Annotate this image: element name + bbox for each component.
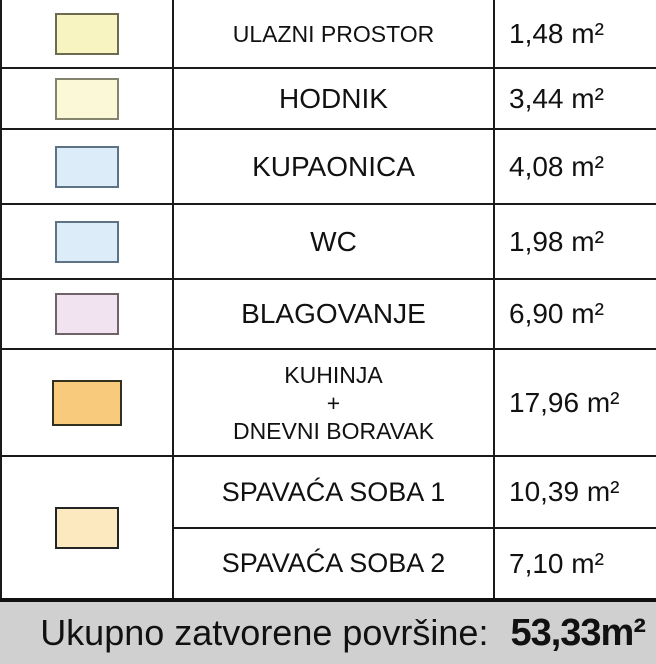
- room-area-cell: 1,48 m²: [493, 0, 656, 67]
- room-area: 7,10 m²: [509, 547, 604, 579]
- room-name-cell: KUPAONICA: [172, 128, 493, 203]
- room-area: 10,39 m²: [509, 476, 620, 507]
- color-swatch-kuhinja-dnevni-boravak: [52, 379, 122, 426]
- room-name: SPAVAĆA SOBA 1: [221, 476, 446, 507]
- color-swatch-ulazni-prostor: [55, 12, 119, 55]
- color-swatch-spavace-sobe: [55, 506, 119, 549]
- room-name: KUPAONICA: [252, 150, 415, 182]
- room-name: KUHINJA + DNEVNI BORAVAK: [232, 361, 435, 444]
- swatch-cell: [2, 278, 172, 348]
- room-name-cell: KUHINJA + DNEVNI BORAVAK: [172, 348, 493, 455]
- room-name-cell: HODNIK: [172, 67, 493, 128]
- room-name: BLAGOVANJE: [241, 298, 426, 329]
- room-area-cell: 6,90 m²: [493, 278, 656, 348]
- color-swatch-blagovanje: [55, 293, 119, 335]
- room-name: WC: [310, 225, 357, 257]
- room-area-table: ULAZNI PROSTOR 1,48 m² HODNIK 3,44 m² KU…: [0, 0, 656, 598]
- total-label: Ukupno zatvorene površine:: [40, 612, 489, 653]
- room-name: HODNIK: [279, 82, 388, 114]
- swatch-cell: [2, 0, 172, 67]
- room-area: 1,98 m²: [509, 225, 604, 257]
- swatch-cell: [2, 348, 172, 455]
- room-area-cell: 7,10 m²: [493, 527, 656, 598]
- room-name-cell: SPAVAĆA SOBA 1: [172, 455, 493, 527]
- room-name: ULAZNI PROSTOR: [232, 20, 435, 47]
- swatch-cell-merged: [2, 455, 172, 598]
- room-area: 3,44 m²: [509, 82, 604, 114]
- room-area: 17,96 m²: [509, 386, 620, 418]
- room-area-cell: 4,08 m²: [493, 128, 656, 203]
- total-bar: Ukupno zatvorene površine: 53,33m²: [0, 598, 656, 664]
- room-area-cell: 17,96 m²: [493, 348, 656, 455]
- total-value: 53,33m²: [510, 611, 646, 654]
- room-name-cell: WC: [172, 203, 493, 278]
- room-area: 1,48 m²: [509, 17, 604, 49]
- room-area-cell: 3,44 m²: [493, 67, 656, 128]
- color-swatch-hodnik: [55, 77, 119, 120]
- color-swatch-wc: [55, 220, 119, 263]
- room-name-cell: ULAZNI PROSTOR: [172, 0, 493, 67]
- room-name-cell: BLAGOVANJE: [172, 278, 493, 348]
- room-name-cell: SPAVAĆA SOBA 2: [172, 527, 493, 598]
- room-name: SPAVAĆA SOBA 2: [221, 548, 446, 578]
- room-area-cell: 10,39 m²: [493, 455, 656, 527]
- room-area-cell: 1,98 m²: [493, 203, 656, 278]
- room-area: 6,90 m²: [509, 298, 604, 329]
- swatch-cell: [2, 203, 172, 278]
- color-swatch-kupaonica: [55, 145, 119, 188]
- swatch-cell: [2, 67, 172, 128]
- swatch-cell: [2, 128, 172, 203]
- room-area: 4,08 m²: [509, 150, 604, 182]
